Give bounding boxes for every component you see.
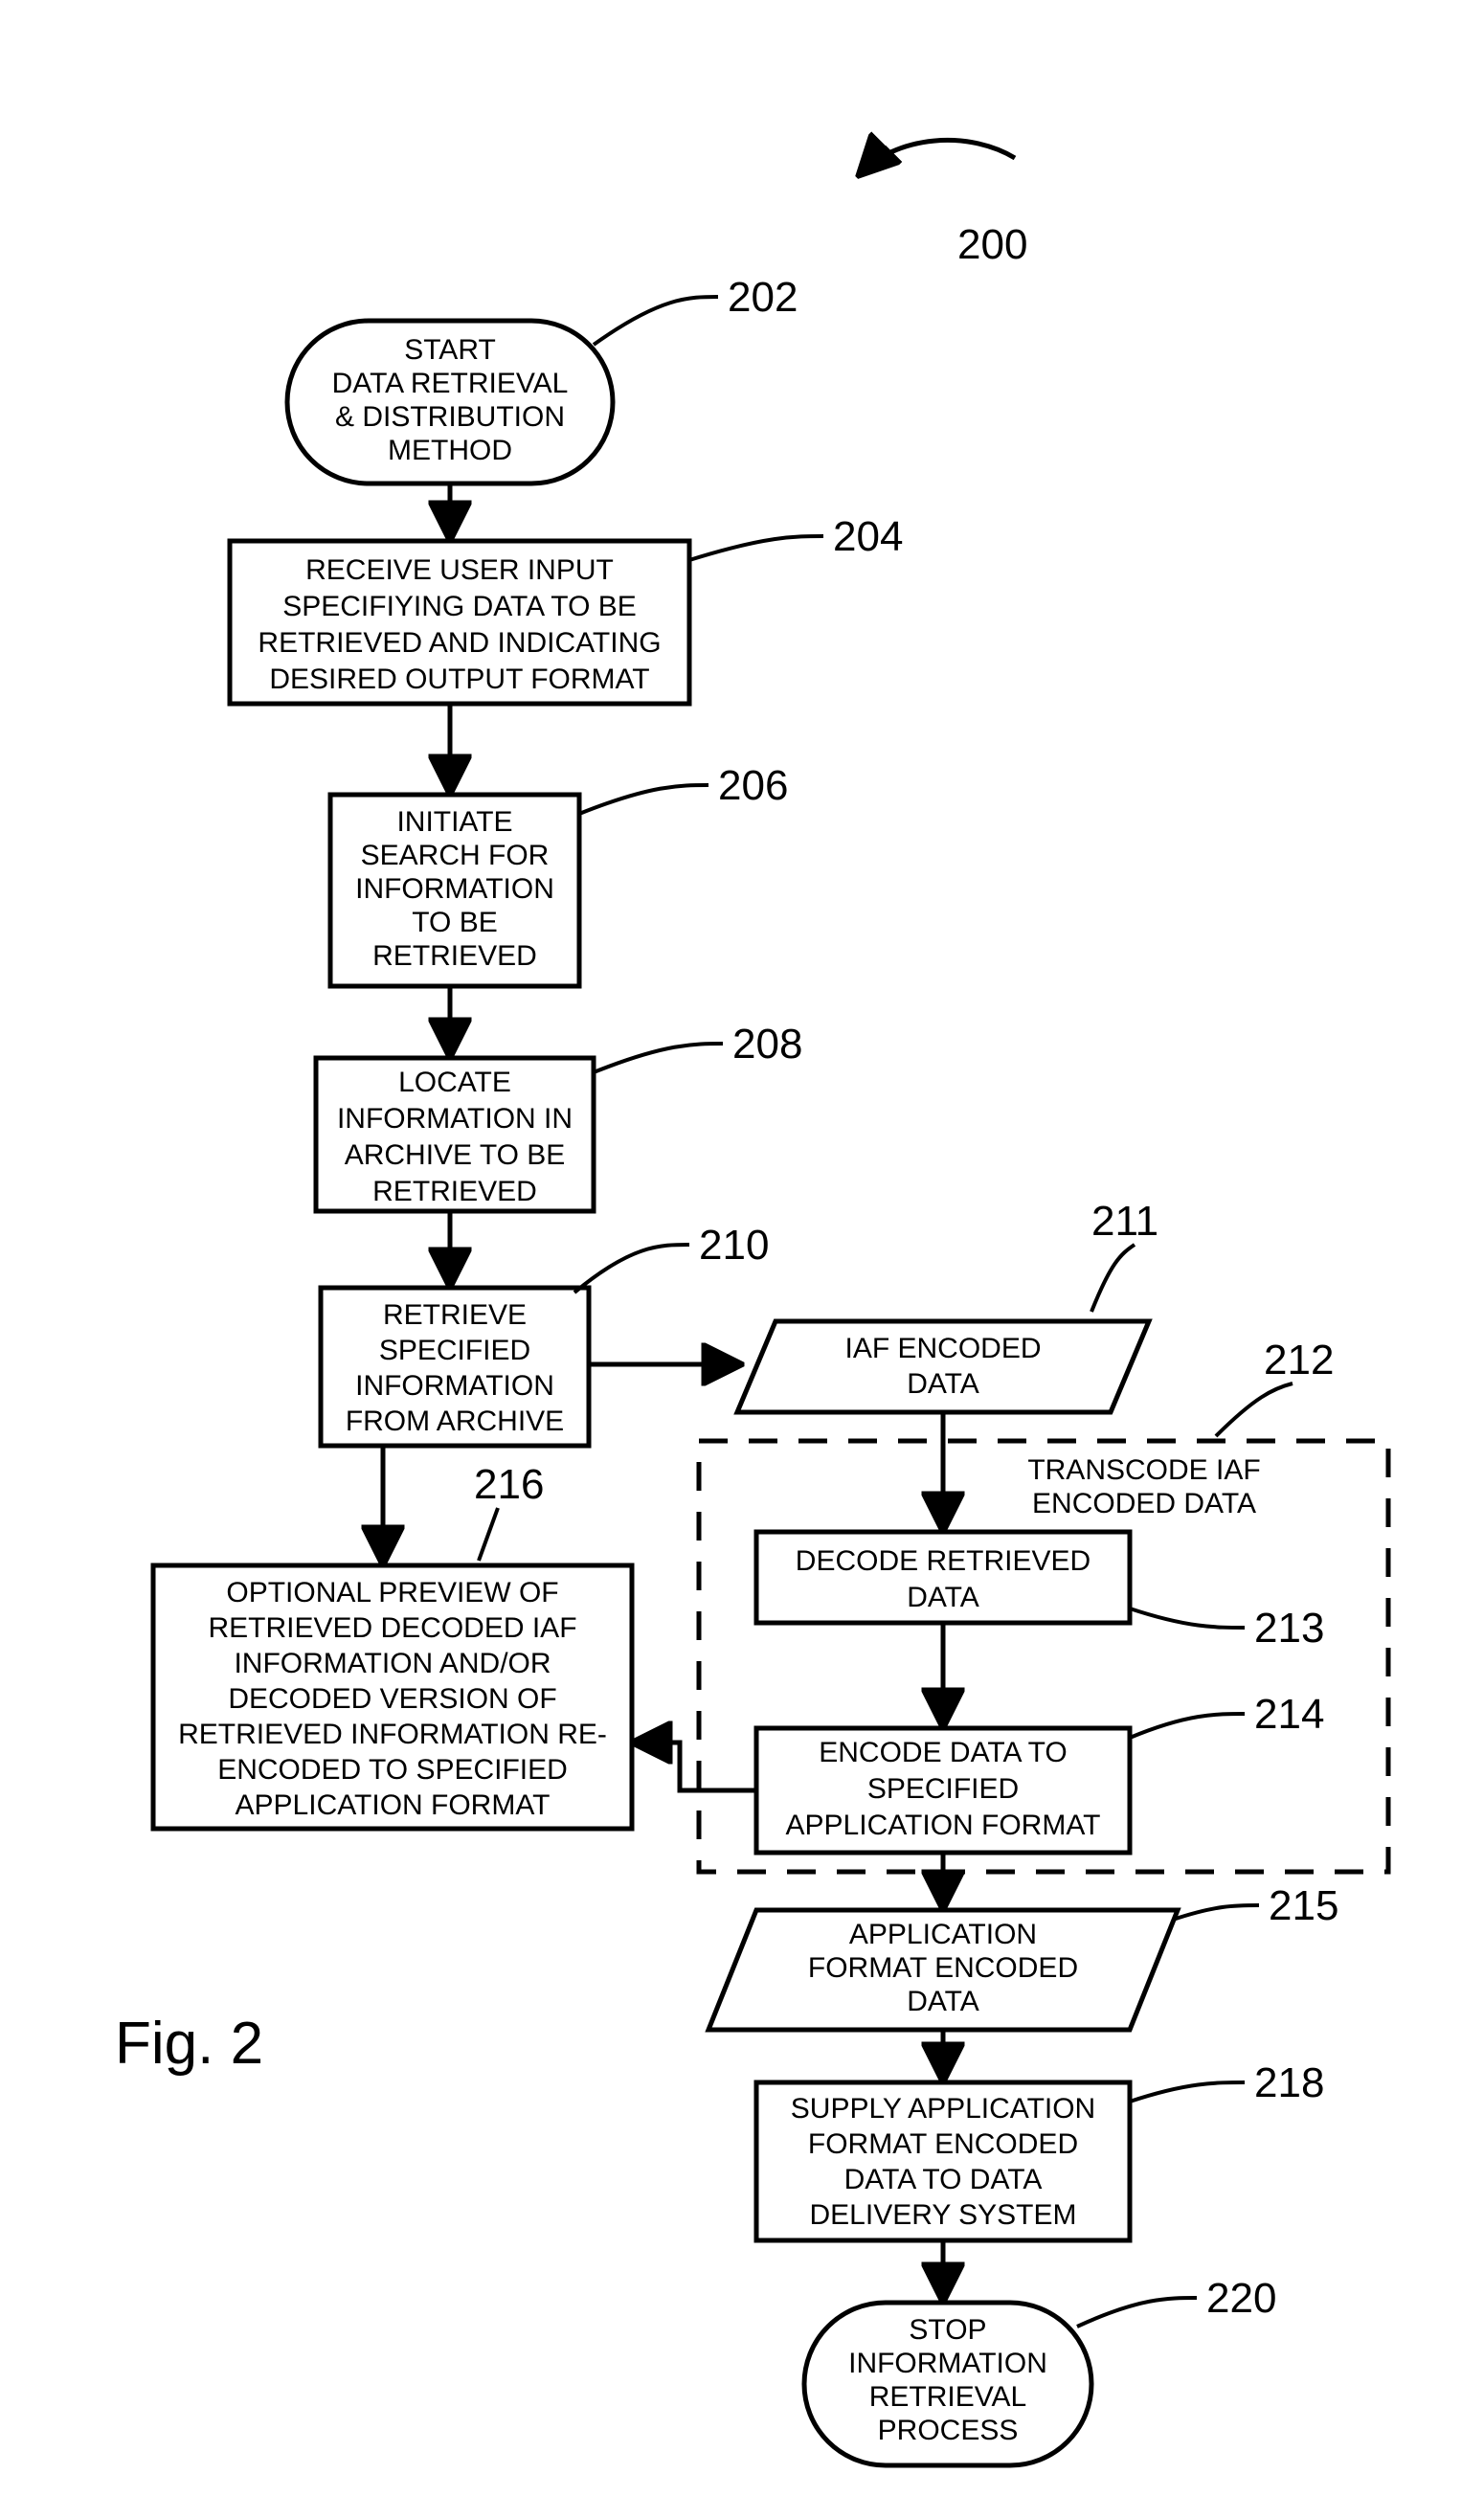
node-supply-data: SUPPLY APPLICATION FORMAT ENCODED DATA T… — [756, 2059, 1324, 2240]
svg-text:INFORMATION: INFORMATION — [355, 1370, 554, 1402]
svg-text:RECEIVE USER INPUT: RECEIVE USER INPUT — [305, 554, 614, 586]
ref-label: 200 — [957, 221, 1027, 268]
svg-text:METHOD: METHOD — [388, 435, 512, 466]
svg-text:PROCESS: PROCESS — [878, 2415, 1019, 2446]
svg-text:214: 214 — [1254, 1691, 1324, 1738]
svg-text:SEARCH FOR: SEARCH FOR — [361, 840, 550, 871]
svg-text:TO BE: TO BE — [412, 907, 497, 938]
svg-text:RETRIEVED INFORMATION RE-: RETRIEVED INFORMATION RE- — [178, 1719, 607, 1750]
flowchart-svg: 200 START DATA RETRIEVAL & DISTRIBUTION … — [0, 0, 1484, 2519]
svg-text:SPECIFIYING DATA TO BE: SPECIFIYING DATA TO BE — [282, 591, 637, 622]
svg-text:RETRIEVED AND INDICATING: RETRIEVED AND INDICATING — [258, 627, 661, 659]
svg-text:DECODED VERSION OF: DECODED VERSION OF — [228, 1683, 556, 1715]
svg-text:DATA: DATA — [907, 1986, 979, 2017]
svg-text:DATA TO DATA: DATA TO DATA — [844, 2164, 1043, 2195]
svg-text:ENCODED TO SPECIFIED: ENCODED TO SPECIFIED — [217, 1754, 568, 1786]
svg-text:208: 208 — [732, 1021, 802, 1068]
svg-text:INFORMATION IN: INFORMATION IN — [337, 1103, 573, 1135]
svg-text:ARCHIVE TO BE: ARCHIVE TO BE — [345, 1139, 566, 1171]
svg-text:INFORMATION: INFORMATION — [355, 873, 554, 905]
svg-text:DESIRED OUTPUT FORMAT: DESIRED OUTPUT FORMAT — [269, 663, 649, 695]
svg-text:& DISTRIBUTION: & DISTRIBUTION — [335, 401, 565, 433]
svg-text:206: 206 — [718, 762, 788, 809]
node-decode-data: DECODE RETRIEVED DATA 213 — [756, 1532, 1324, 1652]
svg-text:216: 216 — [474, 1461, 544, 1508]
svg-text:APPLICATION: APPLICATION — [849, 1919, 1037, 1950]
svg-text:STOP: STOP — [909, 2314, 986, 2346]
svg-text:DELIVERY SYSTEM: DELIVERY SYSTEM — [810, 2199, 1077, 2231]
svg-text:ENCODE DATA TO: ENCODE DATA TO — [819, 1737, 1068, 1768]
svg-text:TRANSCODE IAF: TRANSCODE IAF — [1027, 1454, 1260, 1486]
svg-text:204: 204 — [833, 513, 903, 560]
diagram-ref-200: 200 — [862, 140, 1027, 268]
svg-text:FORMAT ENCODED: FORMAT ENCODED — [808, 2128, 1078, 2160]
node-preview: OPTIONAL PREVIEW OF RETRIEVED DECODED IA… — [153, 1461, 632, 1829]
svg-text:RETRIEVED: RETRIEVED — [372, 1176, 537, 1207]
svg-text:INITIATE: INITIATE — [396, 806, 512, 838]
svg-text:210: 210 — [699, 1222, 769, 1269]
svg-text:202: 202 — [728, 274, 798, 321]
svg-text:213: 213 — [1254, 1605, 1324, 1652]
svg-text:SUPPLY APPLICATION: SUPPLY APPLICATION — [791, 2093, 1095, 2125]
svg-text:APPLICATION FORMAT: APPLICATION FORMAT — [786, 1810, 1101, 1841]
figure-label: Fig. 2 — [115, 2011, 263, 2077]
svg-text:RETRIEVED DECODED IAF: RETRIEVED DECODED IAF — [208, 1612, 576, 1644]
node-app-format-data: APPLICATION FORMAT ENCODED DATA 215 — [708, 1882, 1338, 2030]
svg-text:INFORMATION: INFORMATION — [848, 2348, 1047, 2379]
svg-text:DECODE RETRIEVED: DECODE RETRIEVED — [796, 1545, 1091, 1577]
node-initiate-search: INITIATE SEARCH FOR INFORMATION TO BE RE… — [330, 762, 788, 986]
svg-text:OPTIONAL PREVIEW OF: OPTIONAL PREVIEW OF — [226, 1577, 558, 1608]
svg-text:218: 218 — [1254, 2059, 1324, 2106]
svg-text:DATA: DATA — [907, 1582, 979, 1613]
svg-text:211: 211 — [1091, 1198, 1158, 1245]
svg-text:220: 220 — [1206, 2275, 1276, 2322]
svg-text:RETRIEVED: RETRIEVED — [372, 940, 537, 972]
svg-text:RETRIEVE: RETRIEVE — [383, 1299, 527, 1331]
svg-text:FROM ARCHIVE: FROM ARCHIVE — [346, 1406, 564, 1437]
node-iaf-data: IAF ENCODED DATA 211 — [737, 1198, 1158, 1412]
node-stop: STOP INFORMATION RETRIEVAL PROCESS 220 — [804, 2275, 1276, 2465]
svg-text:APPLICATION FORMAT: APPLICATION FORMAT — [236, 1789, 551, 1821]
svg-text:DATA: DATA — [907, 1368, 979, 1400]
svg-text:FORMAT ENCODED: FORMAT ENCODED — [808, 1952, 1078, 1984]
svg-text:DATA RETRIEVAL: DATA RETRIEVAL — [332, 368, 569, 399]
svg-text:RETRIEVAL: RETRIEVAL — [869, 2381, 1027, 2413]
svg-text:215: 215 — [1269, 1882, 1338, 1929]
node-receive-input: RECEIVE USER INPUT SPECIFIYING DATA TO B… — [230, 513, 903, 704]
node-retrieve-info: RETRIEVE SPECIFIED INFORMATION FROM ARCH… — [321, 1222, 769, 1446]
svg-text:212: 212 — [1264, 1337, 1334, 1383]
svg-text:LOCATE: LOCATE — [398, 1067, 511, 1098]
node-encode-data: ENCODE DATA TO SPECIFIED APPLICATION FOR… — [756, 1691, 1324, 1853]
node-locate-info: LOCATE INFORMATION IN ARCHIVE TO BE RETR… — [316, 1021, 802, 1211]
svg-text:SPECIFIED: SPECIFIED — [379, 1335, 530, 1366]
svg-text:START: START — [404, 334, 496, 366]
svg-text:INFORMATION AND/OR: INFORMATION AND/OR — [234, 1648, 551, 1679]
svg-text:SPECIFIED: SPECIFIED — [867, 1773, 1019, 1805]
svg-text:IAF ENCODED: IAF ENCODED — [844, 1333, 1041, 1364]
node-start: START DATA RETRIEVAL & DISTRIBUTION METH… — [287, 274, 798, 484]
svg-text:ENCODED DATA: ENCODED DATA — [1032, 1488, 1256, 1519]
